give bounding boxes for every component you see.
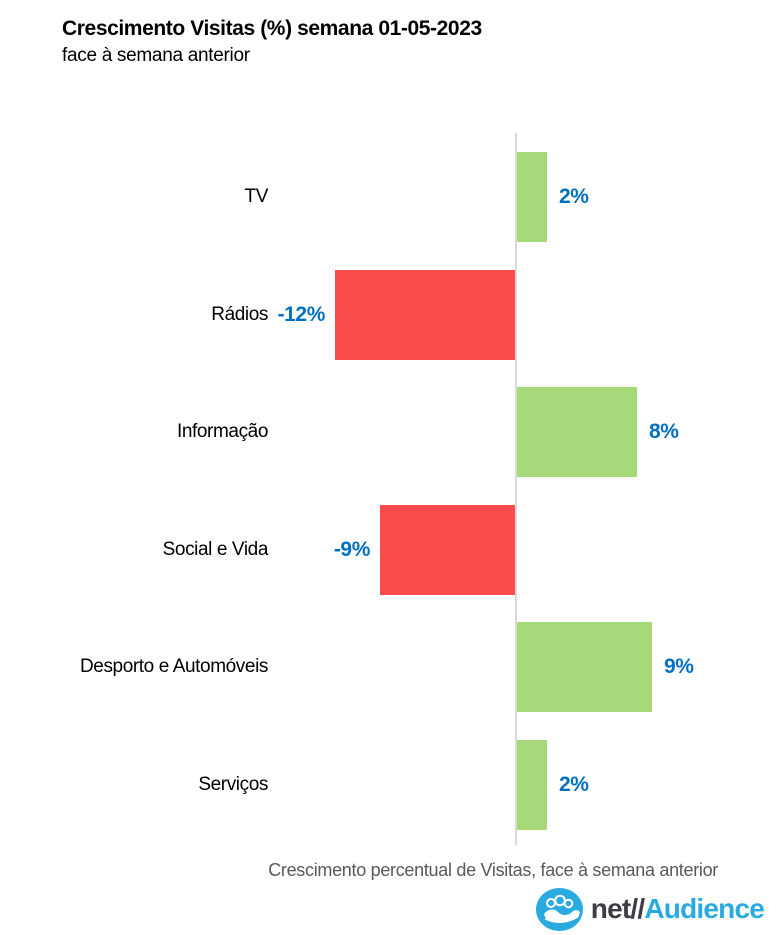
value-label: -9%: [333, 537, 371, 561]
x-axis-label: Crescimento percentual de Visitas, face …: [268, 860, 718, 880]
chart-title: Crescimento Visitas (%) semana 01-05-202…: [62, 17, 482, 40]
chart-row: Serviços 2%: [0, 740, 780, 830]
chart-row: TV 2%: [0, 152, 780, 242]
bar-negative: [335, 269, 515, 360]
value-label: 2%: [559, 185, 589, 208]
logo-text-net: net//: [590, 893, 645, 924]
value-label: 9%: [664, 655, 694, 679]
category-label: Serviços: [198, 774, 268, 795]
bar-positive: [517, 152, 547, 242]
chart-plot: TV 2% Rádios -12% Informação 8% Social e Vida -…: [0, 133, 780, 845]
category-label: Rádios: [211, 303, 268, 325]
chart-row: Rádios -12%: [0, 269, 780, 360]
value-label: 8%: [649, 420, 679, 444]
category-label: Desporto e Automóveis: [79, 656, 268, 678]
bar-positive: [517, 387, 637, 478]
category-label: Informação: [176, 421, 268, 443]
bar-positive: [517, 622, 652, 713]
netaudience-people-icon: [535, 887, 583, 931]
value-label: 2%: [559, 773, 589, 796]
logo-text-audience: Audience: [644, 893, 764, 924]
value-label: -12%: [277, 302, 326, 326]
zero-axis-line: [515, 133, 517, 845]
netaudience-wordmark: net//Audience: [590, 893, 765, 925]
chart-row: Social e Vida -9%: [0, 504, 780, 595]
chart-row: Desporto e Automóveis 9%: [0, 622, 780, 713]
category-label: TV: [244, 186, 269, 207]
bar-positive: [517, 740, 547, 830]
netaudience-logo: net//Audience: [535, 886, 765, 932]
bar-negative: [380, 504, 515, 595]
chart-subtitle: face à semana anterior: [62, 45, 250, 67]
chart-row: Informação 8%: [0, 387, 780, 478]
chart-header: Crescimento Visitas (%) semana 01-05-202…: [62, 16, 482, 68]
category-label: Social e Vida: [162, 538, 269, 560]
